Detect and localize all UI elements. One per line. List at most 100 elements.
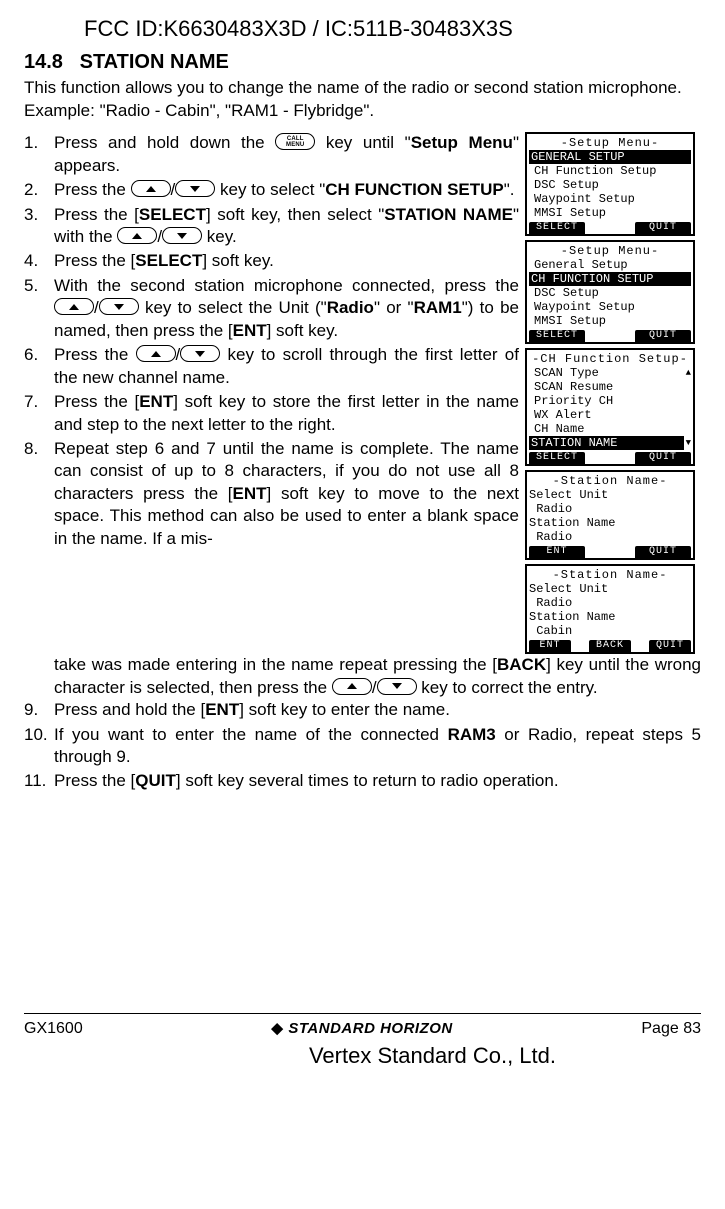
section-heading: 14.8 STATION NAME [24,49,701,75]
lcd-softkey-left: SELECT [529,222,585,234]
step-text: ] soft key several times to return to ra… [176,771,559,790]
lcd-screen-1: -Setup Menu- GENERAL SETUP CH Function S… [525,132,695,236]
step-text: Press the [54,345,136,364]
lcd-screen-4: -Station Name- Select Unit Radio Station… [525,470,695,560]
step-text: Press the [54,180,131,199]
up-key-icon [332,678,372,695]
step-text: " or " [374,298,414,317]
lcd-label: CH FUNCTION SETUP [325,180,504,199]
page-footer: GX1600 ◆ STANDARD HORIZON Page 83 [24,1013,701,1039]
step-text: key to select " [215,180,325,199]
step-text: With the second station microphone conne… [54,276,519,295]
down-key-icon [99,298,139,315]
step-text: If you want to enter the name of the con… [54,725,448,744]
lcd-softkey-right: QUIT [635,546,691,558]
step-text: Press and hold the [ [54,700,205,719]
lcd-row: DSC Setup [529,178,691,192]
step-10: If you want to enter the name of the con… [24,724,701,769]
lcd-softkey-left: ENT [529,640,571,652]
footer-brand: ◆ STANDARD HORIZON [271,1019,452,1039]
lcd-row: Select Unit [529,582,691,596]
step-text: ] soft key to enter the name. [239,700,450,719]
lcd-title: -Station Name- [529,474,691,488]
up-key-icon [136,345,176,362]
up-key-icon [131,180,171,197]
step-1: Press and hold down the CALLMENU key unt… [24,132,519,177]
lcd-title: -Setup Menu- [529,244,691,258]
up-key-icon [54,298,94,315]
lcd-row: Select Unit [529,488,691,502]
lcd-row: DSC Setup [529,286,691,300]
lcd-row: Radio [529,596,691,610]
step-6: Press the / key to scroll through the fi… [24,344,519,389]
step-text: ] soft key. [267,321,339,340]
lcd-softkey-left: SELECT [529,330,585,342]
lcd-row: Cabin [529,624,691,638]
up-key-icon [117,227,157,244]
lcd-title: -Setup Menu- [529,136,691,150]
softkey-name: SELECT [135,251,202,270]
step-8-continued: take was made entering in the name repea… [24,654,701,699]
step-text: Press and hold down the [54,133,275,152]
lcd-label: STATION NAME [384,205,513,224]
lcd-row: WX Alert [529,408,691,422]
step-5: With the second station microphone conne… [24,275,519,342]
model-name: RAM3 [448,725,496,744]
vertex-line: Vertex Standard Co., Ltd. [164,1041,701,1070]
lcd-softkey-mid: BACK [589,640,631,652]
lcd-softkey-right: QUIT [649,640,691,652]
brand-logo-icon: ◆ [271,1019,283,1039]
step-text: take was made entering in the name repea… [54,655,497,674]
down-key-icon [180,345,220,362]
step-8: Repeat step 6 and 7 until the name is co… [24,438,519,550]
down-key-icon [175,180,215,197]
lcd-highlight: STATION NAME [529,436,684,450]
lcd-highlight: GENERAL SETUP [529,150,691,164]
footer-page: Page 83 [641,1018,701,1039]
lcd-softkey-right: QUIT [635,222,691,234]
fcc-id-line: FCC ID:K6630483X3D / IC:511B-30483X3S [84,14,701,43]
lcd-row: Waypoint Setup [529,192,691,206]
lcd-row: CH Name [529,422,691,436]
lcd-row: Station Name [529,516,691,530]
lcd-label: Setup Menu [411,133,513,152]
softkey-name: BACK [497,655,546,674]
down-key-icon [377,678,417,695]
step-3: Press the [SELECT] soft key, then select… [24,204,519,249]
lcd-label: RAM1 [414,298,462,317]
lcd-softkey-left: ENT [529,546,585,558]
step-text: Press the [ [54,205,139,224]
softkey-name: SELECT [139,205,206,224]
step-text: Press the [ [54,392,139,411]
lcd-screen-5: -Station Name- Select Unit Radio Station… [525,564,695,654]
lcd-title: -Station Name- [529,568,691,582]
lcd-row: SCAN Resume [529,380,691,394]
lcd-row: Waypoint Setup [529,300,691,314]
softkey-name: QUIT [135,771,176,790]
lcd-row: CH Function Setup [529,164,691,178]
softkey-name: ENT [233,321,267,340]
step-4: Press the [SELECT] soft key. [24,250,519,272]
softkey-name: ENT [205,700,239,719]
step-text: Press the [ [54,251,135,270]
brand-text: STANDARD HORIZON [288,1019,452,1039]
step-text: ] soft key. [202,251,274,270]
step-text: key until " [315,133,410,152]
instructions-column: Press and hold down the CALLMENU key unt… [24,132,519,552]
section-number: 14.8 [24,51,63,73]
lcd-title: -CH Function Setup- [529,352,691,366]
step-text: key to select the Unit (" [139,298,327,317]
lcd-row: MMSI Setup [529,314,691,328]
lcd-row: Station Name [529,610,691,624]
step-text: key to correct the entry. [417,678,598,697]
step-7: Press the [ENT] soft key to store the fi… [24,391,519,436]
lcd-screen-3: -CH Function Setup- SCAN Type▲ SCAN Resu… [525,348,695,466]
lcd-row: SCAN Type▲ [529,366,691,380]
step-text: ". [504,180,515,199]
lcd-highlight: CH FUNCTION SETUP [529,272,691,286]
step-text: Press the [ [54,771,135,790]
lcd-row: Radio [529,502,691,516]
step-text: ] soft key, then select " [206,205,384,224]
lcd-softkey-right: QUIT [635,452,691,464]
intro-text: This function allows you to change the n… [24,77,701,122]
